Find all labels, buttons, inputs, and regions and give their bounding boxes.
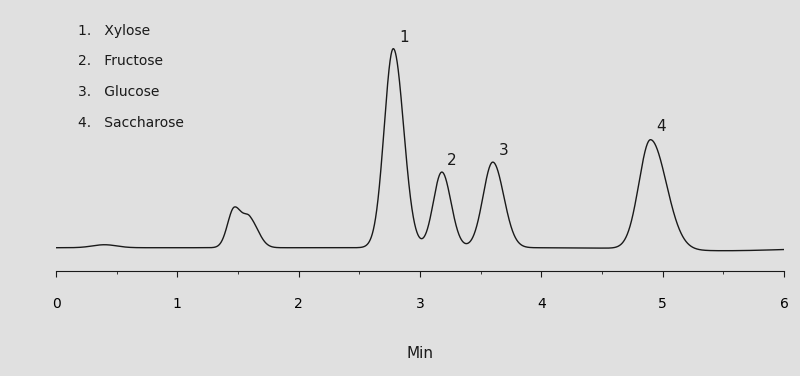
- Text: 1.   Xylose: 1. Xylose: [78, 24, 150, 38]
- Text: 3.   Glucose: 3. Glucose: [78, 85, 159, 99]
- Text: 4.   Saccharose: 4. Saccharose: [78, 116, 184, 130]
- Text: 2.   Fructose: 2. Fructose: [78, 54, 163, 68]
- Text: 4: 4: [657, 119, 666, 134]
- Text: 2: 2: [446, 153, 456, 168]
- Text: Min: Min: [406, 346, 434, 361]
- Text: 1: 1: [399, 30, 409, 45]
- Text: 3: 3: [499, 143, 509, 158]
